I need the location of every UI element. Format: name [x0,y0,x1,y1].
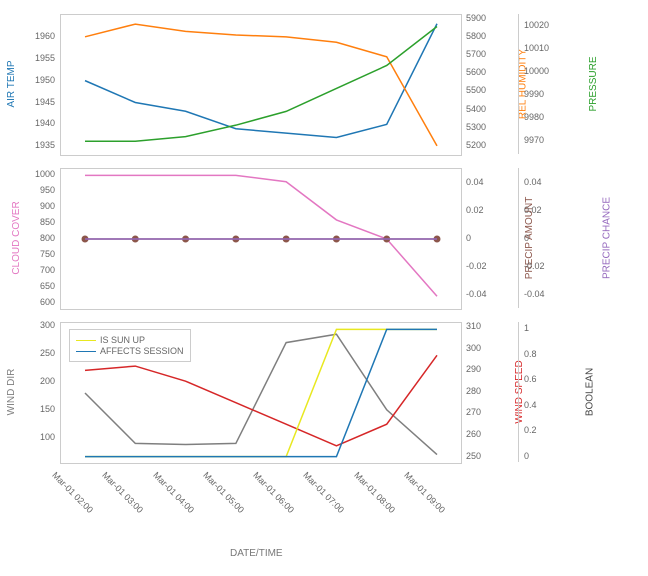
series-wind-speed [85,355,437,445]
ylabel-left-p3: WIND DIR [6,369,17,416]
ylabel-right2-p1: PRESSURE [588,56,599,111]
yticks-left-p1: 193519401945195019551960 [17,14,57,154]
series-air-temp [85,24,437,138]
legend-item: IS SUN UP [76,335,184,345]
yticks-right2-p2: -0.04-0.0200.020.04 [522,168,572,308]
xtick-label: Mar-01 03:00 [100,470,145,515]
legend-item: AFFECTS SESSION [76,346,184,356]
ylabel-right2-p3: BOOLEAN [585,368,596,416]
yticks-right2-p1: 997099809990100001001010020 [522,14,572,154]
xticks: Mar-01 02:00Mar-01 03:00Mar-01 04:00Mar-… [60,466,460,546]
yticks-right1-p2: -0.04-0.0200.020.04 [464,168,514,308]
plot-p2 [61,169,461,309]
series-cloud-cover [85,175,437,296]
xtick-label: Mar-01 08:00 [352,470,397,515]
xtick-label: Mar-01 09:00 [402,470,447,515]
xlabel: DATE/TIME [230,548,283,559]
xtick-label: Mar-01 07:00 [302,470,347,515]
spine-right2-p3 [518,322,519,462]
yticks-right2-p3: 00.20.40.60.81 [522,322,572,462]
xtick-label: Mar-01 02:00 [50,470,95,515]
legend-label: AFFECTS SESSION [100,346,184,356]
yticks-left-p3: 100150200250300 [17,322,57,462]
yticks-left-p2: 6006507007508008509009501000 [17,168,57,308]
legend-swatch [76,351,96,352]
ylabel-right2-p2: PRECIP CHANCE [602,197,613,279]
xtick-label: Mar-01 04:00 [151,470,196,515]
yticks-right1-p1: 52005300540055005600570058005900 [464,14,514,154]
spine-right2-p2 [518,168,519,308]
xtick-label: Mar-01 06:00 [251,470,296,515]
yticks-right1-p3: 250260270280290300310 [464,322,514,462]
legend-p3: IS SUN UPAFFECTS SESSION [69,329,191,362]
series-rel-humidity [85,24,437,146]
series-pressure [85,26,437,141]
panel-p2 [60,168,462,310]
ylabel-left-p2: CLOUD COVER [11,201,22,274]
xtick-label: Mar-01 05:00 [201,470,246,515]
spine-right2-p1 [518,14,519,154]
ylabel-left-p1: AIR TEMP [6,60,17,107]
plot-p1 [61,15,461,155]
figure: 193519401945195019551960AIR TEMP 52005300… [0,0,648,576]
panel-p3: IS SUN UPAFFECTS SESSION [60,322,462,464]
legend-swatch [76,340,96,341]
panel-p1 [60,14,462,156]
legend-label: IS SUN UP [100,335,145,345]
